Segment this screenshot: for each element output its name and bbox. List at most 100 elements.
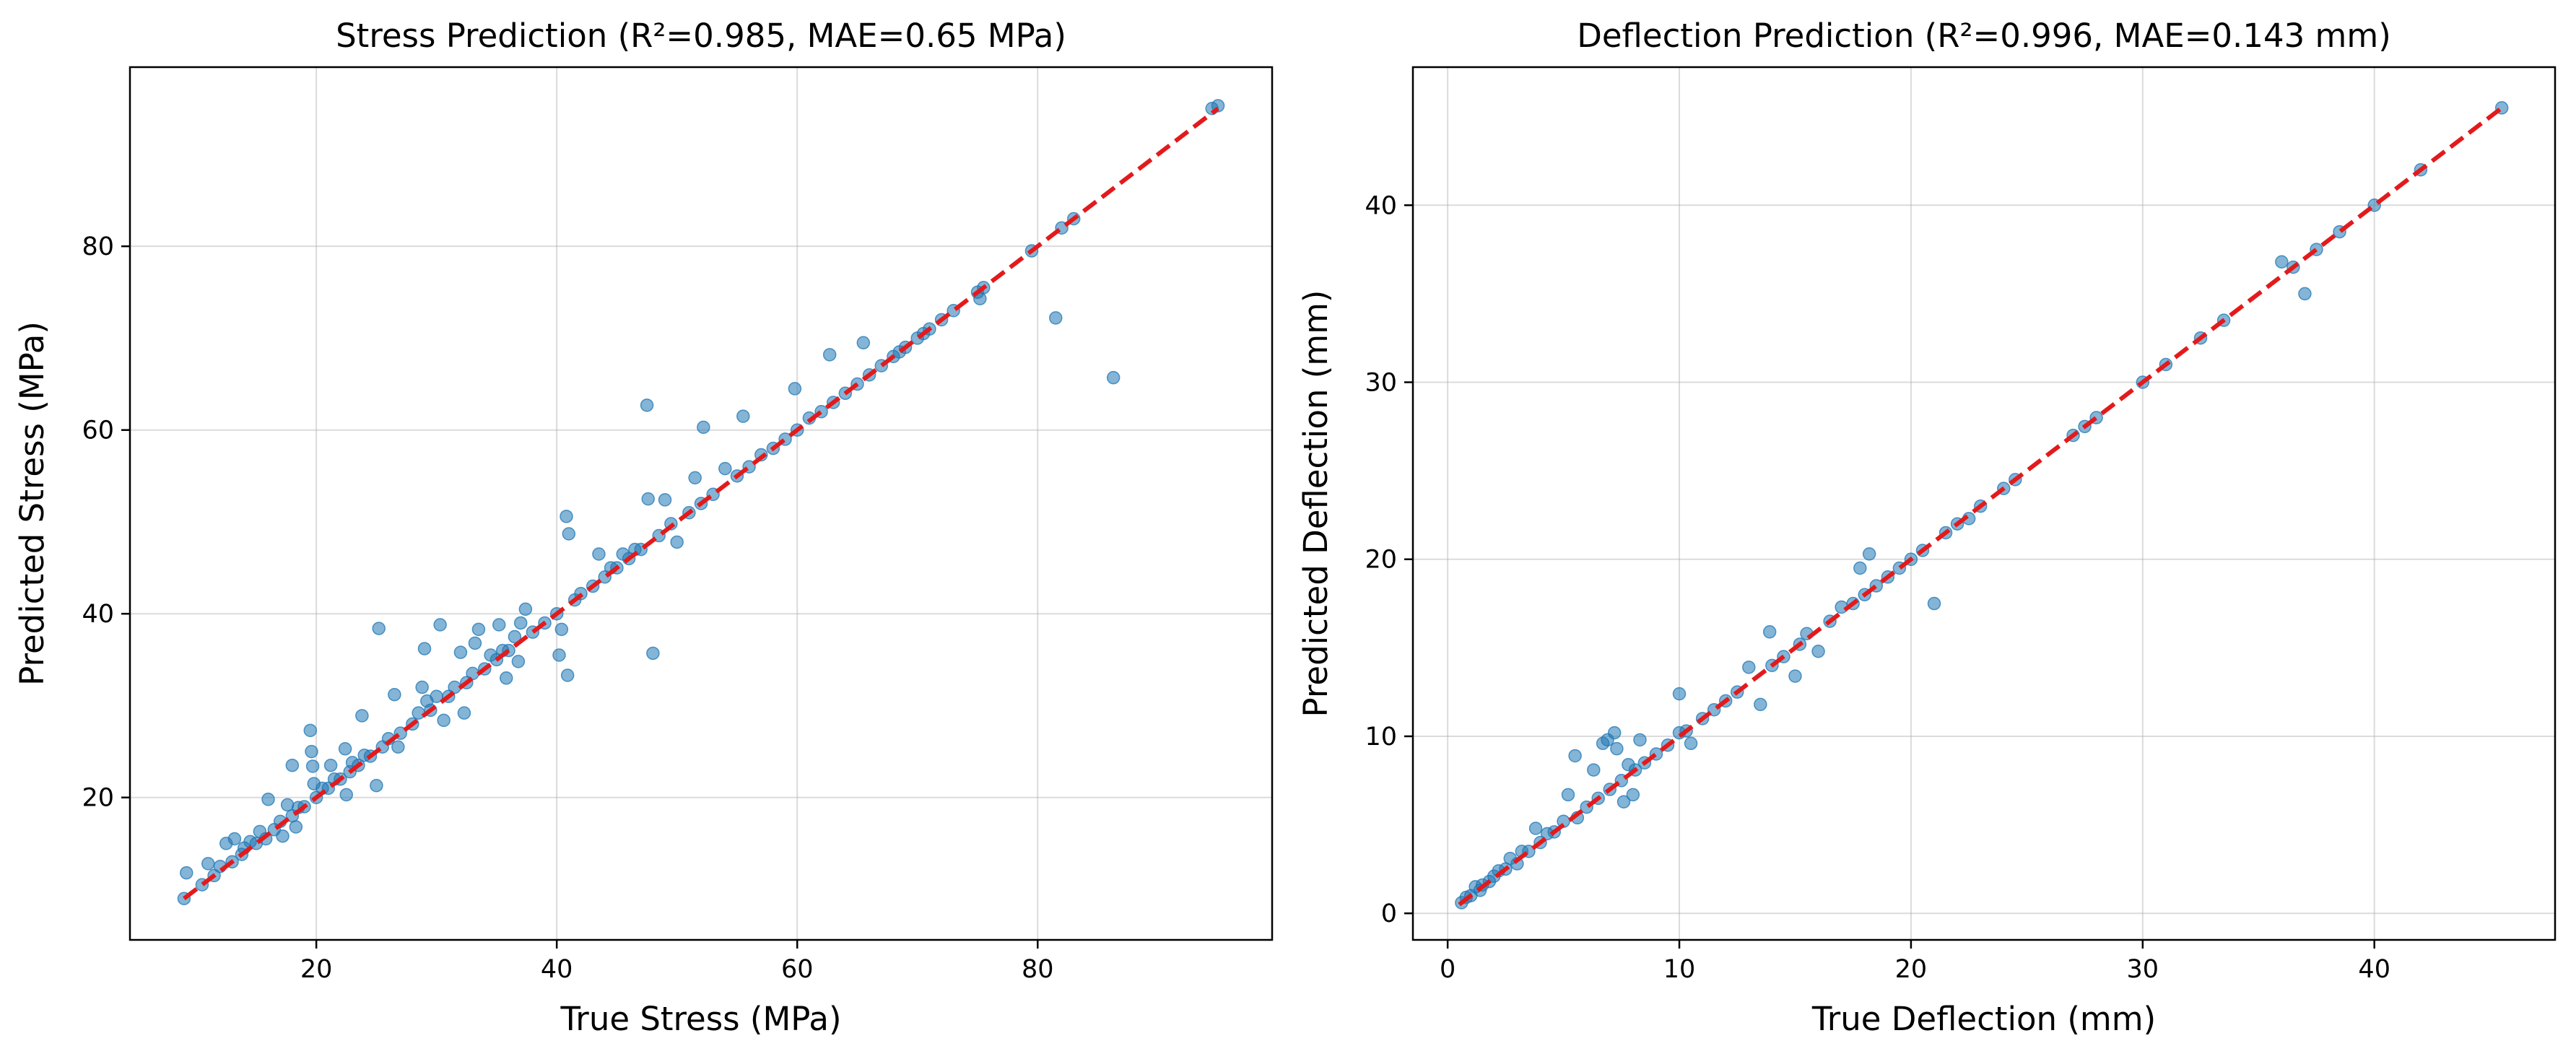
stress-data-point — [670, 535, 684, 549]
deflection-data-point — [1633, 733, 1647, 747]
deflection-data-point — [1616, 795, 1631, 809]
stress-data-point — [658, 493, 672, 507]
stress-data-point — [285, 758, 300, 772]
stress-data-point — [180, 866, 193, 880]
stress-data-point — [592, 547, 606, 561]
stress-x-tick-label: 60 — [781, 955, 814, 984]
deflection-data-point — [1684, 736, 1698, 751]
stress-data-point — [433, 618, 447, 632]
stress-data-point — [466, 666, 479, 681]
stress-data-point — [640, 398, 654, 412]
stress-data-point — [437, 713, 451, 728]
deflection-y-tick-label: 40 — [1365, 191, 1397, 220]
deflection-y-tick-label: 0 — [1381, 899, 1397, 928]
stress-data-point — [688, 471, 702, 485]
deflection-data-point — [1568, 749, 1582, 763]
stress-data-point — [303, 723, 318, 738]
stress-data-point — [289, 820, 303, 834]
stress-data-point — [822, 348, 837, 362]
stress-data-point — [560, 510, 573, 523]
stress-data-point — [323, 758, 338, 772]
deflection-data-point — [1762, 625, 1777, 639]
stress-data-point — [415, 680, 429, 694]
deflection-data-point — [1587, 763, 1601, 777]
deflection-y-axis-label: Predicted Deflection (mm) — [1297, 290, 1335, 718]
stress-data-point — [372, 622, 386, 635]
deflection-y-tick-label: 10 — [1365, 723, 1397, 751]
stress-y-tick-label: 80 — [82, 232, 114, 261]
deflection-data-point — [1561, 788, 1575, 802]
deflection-plot-frame — [1411, 66, 2557, 941]
stress-data-point — [856, 336, 871, 350]
deflection-data-point — [1927, 596, 1941, 611]
stress-data-point — [1106, 370, 1121, 385]
stress-data-point — [227, 832, 242, 846]
stress-data-point — [417, 642, 432, 655]
deflection-x-tick-label: 0 — [1440, 955, 1455, 984]
stress-y-tick-label: 40 — [82, 600, 114, 629]
stress-data-point — [370, 778, 383, 793]
stress-data-point — [646, 646, 660, 661]
stress-x-tick-label: 20 — [300, 955, 333, 984]
stress-data-point — [552, 648, 566, 662]
stress-data-point — [560, 668, 575, 682]
stress-data-point — [276, 829, 290, 843]
stress-y-tick-label: 20 — [82, 784, 114, 813]
stress-data-point — [554, 622, 569, 637]
stress-x-tick-label: 40 — [541, 955, 573, 984]
stress-data-point — [562, 527, 576, 541]
stress-x-tick-label: 80 — [1022, 955, 1054, 984]
stress-x-axis-label: True Stress (MPa) — [560, 1000, 841, 1038]
stress-data-point — [641, 492, 655, 506]
deflection-data-point — [2298, 287, 2312, 301]
stress-data-point — [388, 687, 401, 702]
stress-data-point — [508, 629, 522, 644]
deflection-data-point — [1672, 687, 1687, 701]
deflection-reference-line — [1458, 106, 2504, 907]
deflection-panel: Deflection Prediction (R²=0.996, MAE=0.1… — [1297, 17, 2557, 1038]
stress-chart-title: Stress Prediction (R²=0.985, MAE=0.65 MP… — [336, 17, 1066, 55]
stress-data-point — [339, 788, 353, 802]
deflection-grid — [1413, 67, 2555, 940]
stress-data-point — [697, 420, 710, 435]
stress-data-point — [305, 744, 318, 759]
deflection-x-tick-label: 40 — [2358, 955, 2390, 984]
stress-data-point — [468, 636, 482, 650]
deflection-data-point — [1811, 645, 1825, 658]
deflection-data-point — [1754, 697, 1767, 712]
stress-data-point — [471, 622, 486, 637]
stress-data-point — [280, 798, 295, 812]
stress-data-point — [736, 409, 750, 423]
deflection-data-point — [1626, 788, 1640, 802]
stress-data-point — [453, 645, 468, 659]
stress-data-point — [355, 709, 369, 723]
stress-data-point — [1049, 311, 1063, 325]
stress-data-point — [518, 602, 533, 616]
stress-data-point — [338, 742, 352, 756]
deflection-x-tick-label: 10 — [1663, 955, 1696, 984]
deflection-y-tick-label: 20 — [1365, 546, 1397, 575]
deflection-data-point — [1607, 725, 1622, 740]
deflection-data-point — [1853, 561, 1867, 575]
deflection-x-axis-label: True Deflection (mm) — [1811, 1000, 2156, 1038]
deflection-data-point — [1788, 669, 1802, 683]
stress-data-point — [513, 616, 528, 630]
stress-data-point — [457, 706, 471, 720]
stress-data-point — [391, 740, 405, 754]
deflection-x-tick-label: 20 — [1895, 955, 1928, 984]
stress-data-point — [492, 618, 506, 632]
deflection-data-point — [1862, 547, 1876, 561]
deflection-x-tick-label: 30 — [2127, 955, 2159, 984]
stress-data-point — [718, 461, 732, 476]
stress-data-point — [499, 671, 513, 685]
deflection-chart-title: Deflection Prediction (R²=0.996, MAE=0.1… — [1577, 17, 2391, 55]
stress-y-axis-label: Predicted Stress (MPa) — [13, 321, 51, 686]
deflection-data-point — [1610, 741, 1624, 756]
stress-y-tick-label: 60 — [82, 417, 114, 445]
stress-data-point — [511, 655, 526, 668]
stress-data-point — [788, 382, 802, 396]
stress-data-point — [201, 857, 215, 871]
deflection-data-point — [1742, 661, 1756, 674]
stress-data-point — [305, 759, 320, 773]
